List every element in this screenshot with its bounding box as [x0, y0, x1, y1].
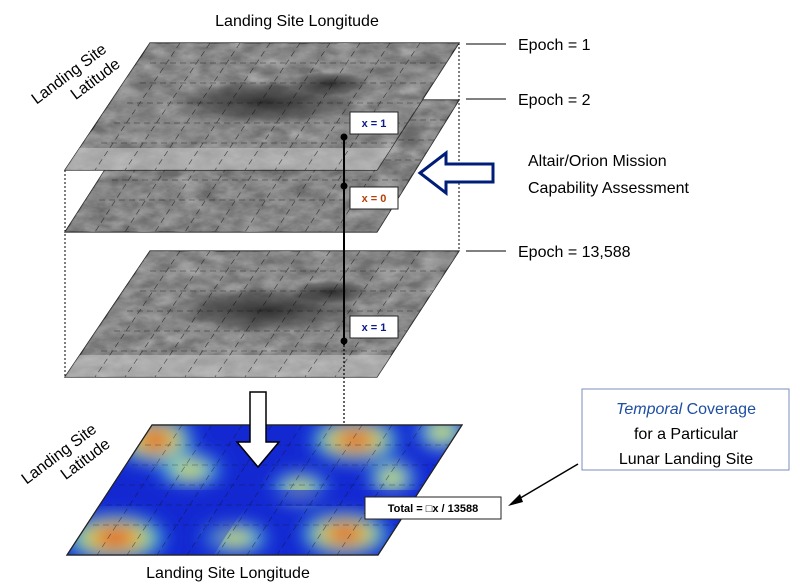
callout-line1-italic: Temporal — [616, 401, 683, 418]
bottom-longitude-label: Landing Site Longitude — [146, 565, 310, 582]
epoch-last-label: Epoch = 13,588 — [518, 244, 631, 261]
total-box: Total = □x / 13588 — [364, 496, 502, 520]
top-longitude-label: Landing Site Longitude — [215, 13, 379, 30]
marker-epoch-last-label: x = 1 — [362, 322, 387, 334]
temporal-coverage-callout: Temporal Coverage for a Particular Lunar… — [581, 388, 790, 471]
callout-line1: Temporal Coverage — [616, 401, 756, 418]
marker-epoch-one: x = 1 — [349, 111, 399, 135]
callout-pointer-arrow — [508, 463, 579, 506]
callout-line3: Lunar Landing Site — [619, 451, 753, 468]
marker-epoch-two-label: x = 0 — [362, 193, 387, 205]
callout-line2: for a Particular — [634, 426, 739, 443]
marker-epoch-one-label: x = 1 — [362, 118, 387, 130]
stack-frame — [64, 43, 460, 377]
epoch-label-group: Epoch = 1 Epoch = 2 Epoch = 13,588 — [466, 37, 631, 261]
site-dot-epoch-one — [340, 133, 348, 141]
total-label: Total = □x / 13588 — [388, 503, 479, 515]
epoch-one-label: Epoch = 1 — [518, 37, 591, 54]
callout-line1-rest: Coverage — [682, 401, 756, 418]
epoch-two-label: Epoch = 2 — [518, 92, 591, 109]
coverage-heatmap — [65, 424, 464, 556]
marker-epoch-two: x = 0 — [349, 186, 399, 210]
site-dot-epoch-two — [340, 182, 348, 190]
assessment-line2: Capability Assessment — [528, 180, 690, 197]
bottom-latitude-label: Landing Site Latitude — [19, 421, 114, 488]
site-dot-epoch-last — [340, 337, 348, 345]
epoch-last-layer — [63, 250, 461, 378]
marker-epoch-last: x = 1 — [349, 315, 399, 339]
hollow-down-arrow-icon — [235, 391, 281, 469]
hollow-left-arrow-icon — [417, 149, 495, 197]
assessment-line1: Altair/Orion Mission — [528, 153, 667, 170]
